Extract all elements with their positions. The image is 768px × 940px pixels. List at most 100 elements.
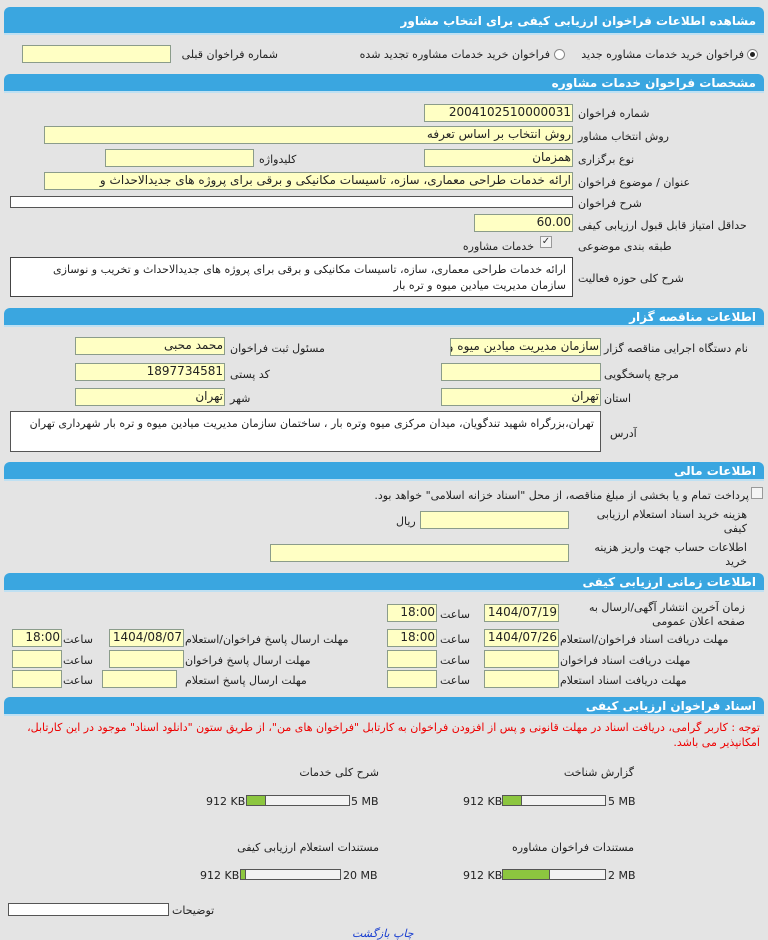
- page-title: مشاهده اطلاعات فراخوان ارزیابی کیفی برای…: [4, 7, 764, 35]
- document-size: 912 KB: [463, 795, 503, 808]
- reference-field[interactable]: [441, 363, 601, 381]
- city-label: شهر: [230, 392, 251, 405]
- fee-unit: ریال: [396, 515, 416, 528]
- footer-links: چاپ بازگشت: [352, 927, 414, 940]
- progress-fill: [503, 870, 550, 879]
- back-link[interactable]: بازگشت: [352, 927, 390, 940]
- notes-label: توضیحات: [172, 904, 215, 917]
- address-label: آدرس: [610, 427, 637, 440]
- publish-time[interactable]: 18:00: [387, 604, 437, 622]
- account-field[interactable]: [270, 544, 569, 562]
- document-size: 912 KB: [200, 869, 240, 882]
- document-max-size: 5 MB: [351, 795, 379, 808]
- hour-label: ساعت: [63, 674, 93, 687]
- method-label: روش انتخاب مشاور: [578, 130, 669, 143]
- publish-date[interactable]: 1404/07/19: [484, 604, 559, 622]
- postal-code-field[interactable]: 1897734581: [75, 363, 225, 381]
- receive-call-date[interactable]: [484, 650, 559, 668]
- receive-inquiry-label: مهلت دریافت اسناد استعلام: [560, 674, 687, 687]
- address-field[interactable]: تهران،بزرگراه شهید تندگویان، میدان مرکزی…: [10, 411, 601, 452]
- category-value: خدمات مشاوره: [462, 240, 534, 253]
- section-header-financial: اطلاعات مالی: [4, 462, 764, 481]
- submit-inquiry-time[interactable]: [12, 670, 62, 688]
- document-progress-bar: [502, 869, 606, 880]
- document-max-size: 5 MB: [608, 795, 636, 808]
- treasury-checkbox[interactable]: [751, 487, 763, 499]
- document-progress-bar: [240, 869, 341, 880]
- submit-call-label: مهلت ارسال پاسخ فراخوان: [185, 654, 311, 667]
- hour-label: ساعت: [440, 608, 470, 621]
- receive-label: مهلت دریافت اسناد فراخوان/استعلام: [560, 633, 729, 646]
- hour-label: ساعت: [63, 633, 93, 646]
- category-checkbox[interactable]: ✓: [540, 236, 552, 248]
- submit-inquiry-date[interactable]: [102, 670, 177, 688]
- documents-notice: توجه : کاربر گرامی، دریافت اسناد در مهلت…: [27, 721, 760, 749]
- document-progress-bar: [502, 795, 606, 806]
- fee-field[interactable]: [420, 511, 569, 529]
- province-field[interactable]: تهران: [441, 388, 601, 406]
- submit-call-date[interactable]: [109, 650, 184, 668]
- section-header-tenderer: اطلاعات مناقصه گزار: [4, 308, 764, 327]
- submit-inquiry-label: مهلت ارسال پاسخ استعلام: [185, 674, 307, 687]
- scope-label: شرح کلی حوزه فعالیت: [578, 272, 684, 285]
- hour-label: ساعت: [440, 674, 470, 687]
- document-label: گزارش شناخت: [563, 766, 634, 779]
- submit-time[interactable]: 18:00: [12, 629, 62, 647]
- description-field[interactable]: [10, 196, 573, 208]
- hour-label: ساعت: [440, 633, 470, 646]
- document-label: مستندات استعلام ارزیابی کیفی: [237, 841, 379, 854]
- receive-inquiry-time[interactable]: [387, 670, 437, 688]
- org-field[interactable]: سازمان مدیریت میادین میوه و تره بار: [450, 338, 601, 356]
- fee-label: هزینه خرید اسناد استعلام ارزیابی کیفی: [596, 508, 747, 535]
- receive-call-time[interactable]: [387, 650, 437, 668]
- progress-fill: [241, 870, 247, 879]
- keyword-label: کلیدواژه: [259, 153, 297, 166]
- holding-type-label: نوع برگزاری: [578, 153, 635, 166]
- call-number-label: شماره فراخوان: [578, 107, 650, 120]
- document-max-size: 20 MB: [343, 869, 378, 882]
- hour-label: ساعت: [440, 654, 470, 667]
- registrar-label: مسئول ثبت فراخوان: [230, 342, 325, 355]
- reference-label: مرجع پاسخگویی: [604, 368, 679, 381]
- account-label: اطلاعات حساب جهت واریز هزینه خرید: [594, 541, 747, 568]
- radio-new-call-label: فراخوان خرید خدمات مشاوره جدید: [581, 48, 744, 61]
- radio-renewed-call[interactable]: [554, 49, 565, 60]
- submit-call-time[interactable]: [12, 650, 62, 668]
- subject-field[interactable]: ارائه خدمات طراحی معماری، سازه، تاسیسات …: [44, 172, 573, 190]
- previous-number-input[interactable]: [22, 45, 171, 63]
- treasury-text: پرداخت تمام و یا بخشی از مبلغ مناقصه، از…: [374, 489, 749, 502]
- description-label: شرح فراخوان: [578, 197, 642, 210]
- notes-field[interactable]: [8, 903, 169, 916]
- min-score-field[interactable]: 60.00: [474, 214, 573, 232]
- min-score-label: حداقل امتیاز قابل قبول ارزیابی کیفی: [578, 219, 747, 232]
- method-field[interactable]: روش انتخاب بر اساس تعرفه: [44, 126, 573, 144]
- province-label: استان: [604, 392, 632, 405]
- document-size: 912 KB: [463, 869, 503, 882]
- receive-date[interactable]: 1404/07/26: [484, 629, 559, 647]
- radio-renewed-call-label: فراخوان خرید خدمات مشاوره تجدید شده: [359, 48, 550, 61]
- progress-fill: [247, 796, 267, 805]
- section-header-specs: مشخصات فراخوان خدمات مشاوره: [4, 74, 764, 93]
- subject-label: عنوان / موضوع فراخوان: [578, 176, 691, 189]
- receive-time[interactable]: 18:00: [387, 629, 437, 647]
- previous-number-label: شماره فراخوان قبلی: [181, 48, 278, 61]
- receive-inquiry-date[interactable]: [484, 670, 559, 688]
- city-field[interactable]: تهران: [75, 388, 225, 406]
- section-header-schedule: اطلاعات زمانی ارزیابی کیفی: [4, 573, 764, 592]
- scope-field[interactable]: ارائه خدمات طراحی معماری، سازه، تاسیسات …: [10, 257, 573, 297]
- keyword-field[interactable]: [105, 149, 254, 167]
- registrar-field[interactable]: محمد محبی: [75, 337, 225, 355]
- document-size: 912 KB: [206, 795, 246, 808]
- document-max-size: 2 MB: [608, 869, 636, 882]
- section-header-documents: اسناد فراخوان ارزیابی کیفی: [4, 697, 764, 716]
- submit-date[interactable]: 1404/08/07: [109, 629, 184, 647]
- holding-type-field[interactable]: همزمان: [424, 149, 573, 167]
- radio-new-call[interactable]: [747, 49, 758, 60]
- postal-code-label: کد پستی: [230, 368, 270, 381]
- hour-label: ساعت: [63, 654, 93, 667]
- receive-call-label: مهلت دریافت اسناد فراخوان: [560, 654, 691, 667]
- print-link[interactable]: چاپ: [393, 927, 414, 940]
- publish-label: زمان آخرین انتشار آگهی/ارسال به صفحه اعل…: [588, 601, 745, 628]
- org-label: نام دستگاه اجرایی مناقصه گزار: [604, 342, 748, 355]
- call-number-field[interactable]: 2004102510000031: [424, 104, 573, 122]
